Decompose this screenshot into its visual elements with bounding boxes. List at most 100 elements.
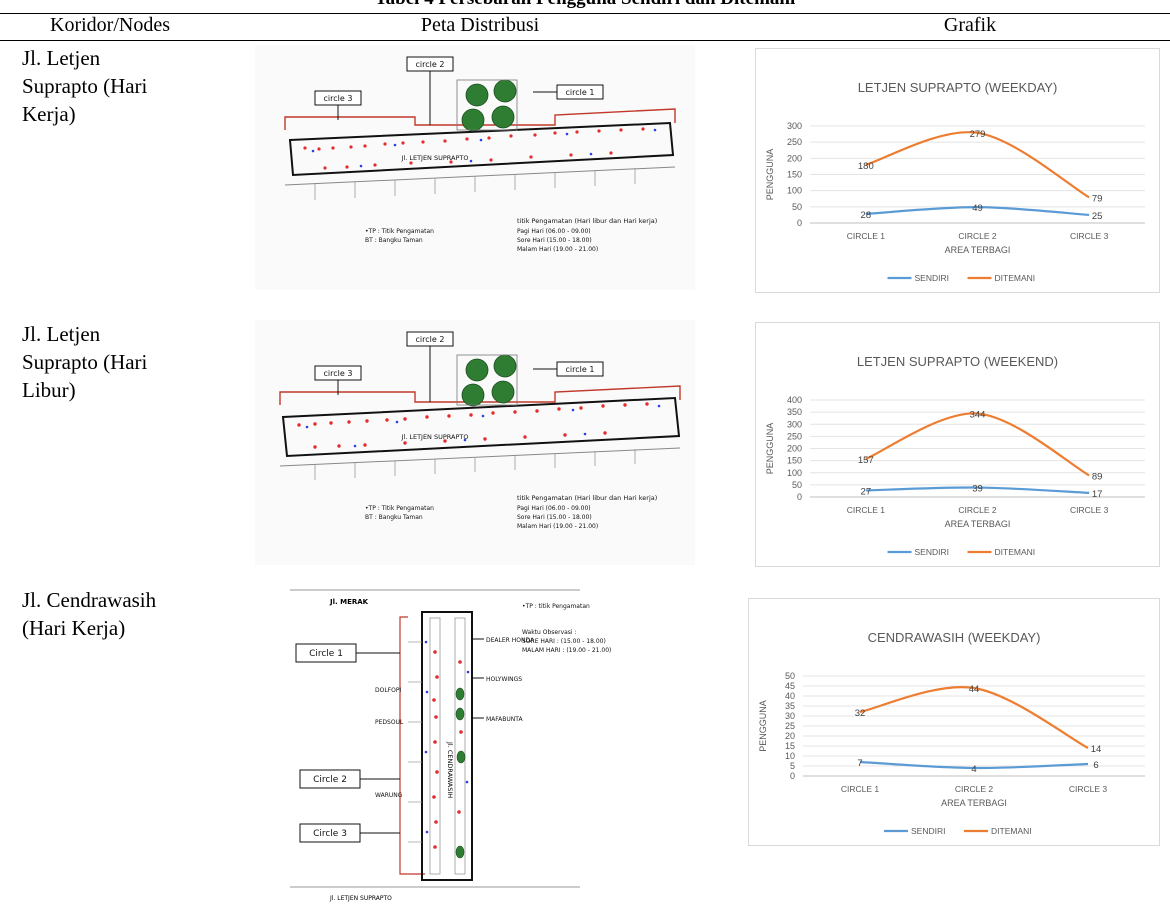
map3-schedule-2: MALAM HARI : (19.00 - 21.00) [522,647,611,654]
row-label-1: Jl. Letjen Suprapto (Hari Kerja) [22,46,148,126]
y-tick-label: 20 [785,731,795,741]
x-tick-label: CIRCLE 3 [1069,784,1108,794]
line-chart-weekend-suprapto: LETJEN SUPRAPTO (WEEKEND) 0 50 100 150 200 250… [755,322,1160,567]
map3-place-left-2: PEDSOUL [375,719,404,726]
map1-circle1-label: circle 1 [566,88,595,97]
distribution-map-3: Jl. MERAK Jl. LETJEN SUPRAPTO Jl. CENDRA… [290,582,690,904]
distribution-map-2: circle 3 circle 2 circle 1 Jl. LETJEN SU… [255,320,695,565]
data-label: 27 [861,486,872,497]
y-axis-title: PENGGUNA [765,423,775,475]
y-tick-label: 100 [787,468,802,478]
y-tick-label: 45 [785,681,795,691]
y-tick-label: 200 [787,153,802,163]
map2-schedule-title: titik Pengamatan (Hari libur dan Hari ke… [517,494,657,502]
y-tick-label: 5 [790,761,795,771]
series-line-ditemani [859,686,1089,749]
series-line-sendiri [865,206,1090,217]
legend-label: SENDIRI [911,826,945,836]
map3-road-label: Jl. CENDRAWASIH [446,741,454,798]
map1-schedule-3: Malam Hari (19.00 - 21.00) [517,246,598,253]
y-tick-label: 150 [787,456,802,466]
data-label: 89 [1092,471,1103,482]
map3-place-left-1: DOLFOPI [375,687,401,694]
chart-title: CENDRAWASIH (WEEKDAY) [868,630,1041,645]
map1-note-1: •TP : Titik Pengamatan [365,228,434,235]
map3-circle1-label: Circle 1 [309,649,343,659]
y-tick-label: 40 [785,691,795,701]
series-line-ditemani [865,131,1090,199]
legend-label: SENDIRI [915,547,949,557]
data-label: 157 [858,455,874,466]
y-tick-label: 0 [790,771,795,781]
legend-label: DITEMANI [991,826,1032,836]
data-label: 32 [855,708,866,719]
y-tick-label: 25 [785,721,795,731]
y-tick-label: 30 [785,711,795,721]
data-label: 17 [1092,489,1103,500]
distribution-map-1: circle 3 circle 2 circle 1 Jl. LETJEN SU… [255,45,695,290]
table-header-rule [0,40,1170,41]
y-tick-label: 100 [787,186,802,196]
x-tick-label: CIRCLE 1 [841,784,880,794]
map2-circle1-label: circle 1 [566,365,595,374]
x-axis-title: AREA TERBAGI [945,519,1011,529]
y-tick-label: 250 [787,431,802,441]
y-tick-label: 10 [785,751,795,761]
y-tick-label: 50 [792,202,802,212]
line-chart-weekday-cendrawasih: CENDRAWASIH (WEEKDAY) 0510152025303540455… [748,598,1160,846]
chart-frame [748,598,1160,846]
y-tick-label: 300 [787,121,802,131]
data-label: 6 [1093,760,1098,771]
map1-schedule-title: titik Pengamatan (Hari libur dan Hari ke… [517,217,657,225]
map3-schedule-1: SORE HARI : (15.00 - 18.00) [522,638,606,645]
x-tick-label: CIRCLE 1 [847,231,886,241]
row-label-2: Jl. Letjen Suprapto (Hari Libur) [22,322,148,402]
map2-road-label: Jl. LETJEN SUPRAPTO [400,433,468,441]
map3-circle3-label: Circle 3 [313,829,347,839]
chart-title: LETJEN SUPRAPTO (WEEKDAY) [858,80,1058,95]
x-tick-label: CIRCLE 3 [1070,505,1109,515]
data-label: 279 [970,129,986,140]
map1-circle3-label: circle 3 [324,94,353,103]
x-axis-title: AREA TERBAGI [941,798,1007,808]
map1-road-label: Jl. LETJEN SUPRAPTO [400,154,468,162]
map3-top-road: Jl. MERAK [329,598,369,606]
legend-label: DITEMANI [995,547,1036,557]
data-label: 79 [1092,193,1103,204]
map3-note-1: •TP : titik Pengamatan [522,603,590,610]
row-label-3: Jl. Cendrawasih (Hari Kerja) [22,588,157,640]
chart-title: LETJEN SUPRAPTO (WEEKEND) [857,354,1058,369]
map2-circle2-label: circle 2 [416,335,445,344]
y-tick-label: 50 [792,480,802,490]
line-chart-weekday-suprapto: LETJEN SUPRAPTO (WEEKDAY) 0 50 100 150 200 250… [755,48,1160,293]
map3-place-right-2: HOLYWINGS [486,676,522,683]
map1-schedule-2: Sore Hari (15.00 - 18.00) [517,237,592,244]
map2-schedule-2: Sore Hari (15.00 - 18.00) [517,514,592,521]
map2-circle3-label: circle 3 [324,369,353,378]
map2-schedule-1: Pagi Hari (06.00 - 09.00) [517,505,591,512]
series-line-sendiri [859,760,1089,770]
x-tick-label: CIRCLE 2 [958,505,997,515]
data-label: 49 [972,203,983,214]
map2-note-1: •TP : Titik Pengamatan [365,505,434,512]
map3-circle2-label: Circle 2 [313,775,347,785]
legend-label: DITEMANI [995,273,1036,283]
data-label: 4 [971,764,976,775]
y-tick-label: 200 [787,444,802,454]
y-axis-title: PENGGUNA [765,149,775,201]
map1-circle2-label: circle 2 [416,60,445,69]
series-line-ditemani [865,412,1090,477]
header-peta: Peta Distribusi [420,14,540,36]
data-label: 7 [857,758,862,769]
x-tick-label: CIRCLE 3 [1070,231,1109,241]
y-tick-label: 0 [797,492,802,502]
header-koridor: Koridor/Nodes [50,14,170,36]
series-line-sendiri [865,486,1090,494]
y-tick-label: 400 [787,395,802,405]
y-tick-label: 35 [785,701,795,711]
map2-schedule-3: Malam Hari (19.00 - 21.00) [517,523,598,530]
data-label: 39 [972,484,983,495]
map3-place-right-3: MAFABUNTA [486,716,523,723]
data-label: 25 [1092,211,1103,222]
data-label: 28 [861,210,872,221]
